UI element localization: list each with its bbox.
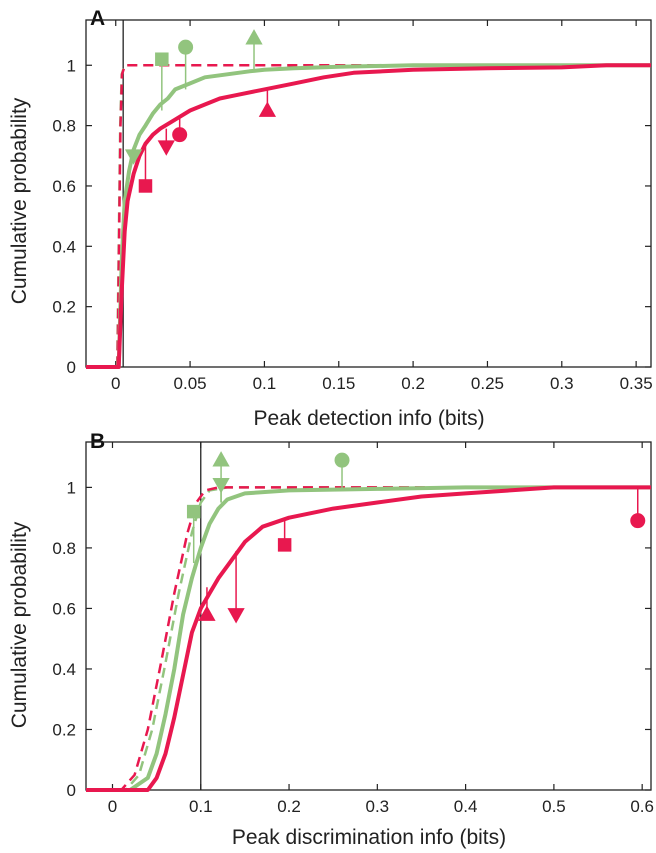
panel-a-green-dashed-curve — [86, 64, 651, 369]
panel-b-y-tick-label: 0.6 — [52, 599, 76, 618]
panel-a-axes-frame — [85, 19, 652, 368]
panel-b-x-tick-label: 0.1 — [189, 797, 213, 816]
panel-a-x-tick-label: 0.05 — [174, 374, 207, 393]
panel-b-x-tick-label: 0.5 — [542, 797, 566, 816]
panel-a-x-tick-label: 0.2 — [401, 374, 425, 393]
panel-a-y-tick-label: 0 — [67, 358, 76, 377]
panel-a-x-axis-title: Peak detection info (bits) — [253, 407, 484, 430]
panel-b-red-square-marker — [277, 538, 292, 552]
panel-b-red-solid-curve — [86, 485, 651, 792]
panel-a-red-solid-curve — [86, 63, 651, 369]
panel-a-green-solid-curve — [86, 63, 651, 369]
panel-a-red-triangle-up-marker — [258, 101, 277, 117]
panel-a-x-tick-label: 0.3 — [550, 374, 574, 393]
panel-a-y-tick-label: 0.4 — [52, 237, 76, 256]
panel-b-x-tick-label: 0.4 — [454, 797, 478, 816]
panel-a-red-circle-marker — [172, 127, 188, 143]
panel-a-x-tick-label: 0.1 — [253, 374, 277, 393]
panel-a-red-square-marker — [138, 179, 153, 193]
panel-b-y-tick-label: 1 — [67, 478, 76, 497]
panel-a: A Peak detection info (bits) Cumulative … — [8, 7, 653, 430]
panel-a-y-axis-title: Cumulative probability — [8, 97, 31, 304]
panel-b-red-dashed-curve — [86, 486, 651, 792]
panel-letter-a: A — [90, 7, 105, 30]
panel-a-green-triangle-down-marker — [124, 149, 143, 165]
panel-a-x-tick-label: 0 — [111, 374, 120, 393]
panel-b-green-triangle-down-marker — [212, 477, 230, 494]
panel-a-x-tick-label: 0.35 — [620, 374, 653, 393]
panel-b-axes-frame — [85, 441, 652, 791]
panel-b-green-solid-curve — [86, 485, 651, 792]
panel-a-red-triangle-down-marker — [157, 140, 175, 156]
panel-b-green-circle-marker — [334, 452, 350, 468]
panel-b-y-tick-label: 0.8 — [52, 539, 76, 558]
panel-b-red-triangle-up-marker — [198, 605, 216, 621]
panel-b-y-axis-title: Cumulative probability — [8, 521, 31, 728]
panel-a-red-dashed-curve — [86, 64, 651, 369]
panel-a-x-tick-label: 0.25 — [471, 374, 504, 393]
panel-b-x-tick-label: 0.2 — [277, 797, 301, 816]
panel-b-green-square-marker — [186, 504, 201, 519]
panel-b-x-tick-label: 0 — [108, 797, 117, 816]
panel-a-green-square-marker — [155, 52, 169, 66]
panel-b-y-tick-label: 0.4 — [52, 660, 76, 679]
panel-b-x-tick-label: 0.3 — [366, 797, 390, 816]
panel-b-green-triangle-up-marker — [212, 451, 230, 467]
panel-b: B Peak discrimination info (bits) Cumula… — [8, 430, 654, 849]
panel-b-x-tick-label: 0.6 — [630, 797, 654, 816]
panel-a-green-triangle-up-marker — [245, 29, 263, 45]
panel-a-y-tick-label: 1 — [67, 56, 76, 75]
panel-b-red-triangle-down-marker — [227, 608, 245, 624]
panel-b-y-tick-label: 0.2 — [52, 720, 76, 739]
panel-a-y-tick-label: 0.8 — [52, 117, 76, 136]
panel-b-x-axis-title: Peak discrimination info (bits) — [232, 826, 506, 849]
panel-a-y-tick-label: 0.2 — [52, 298, 76, 317]
panel-a-x-tick-label: 0.15 — [322, 374, 355, 393]
panel-b-red-circle-marker — [630, 513, 646, 529]
panel-b-green-dashed-curve — [86, 486, 651, 792]
panel-a-green-circle-marker — [178, 39, 194, 55]
panel-b-y-tick-label: 0 — [67, 781, 76, 800]
panel-a-y-tick-label: 0.6 — [52, 177, 76, 196]
